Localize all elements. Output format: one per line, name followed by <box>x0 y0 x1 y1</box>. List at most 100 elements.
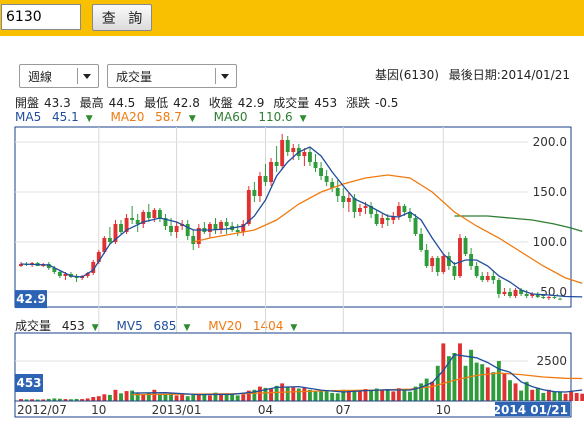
candlestick <box>74 274 79 282</box>
current-price-tag-label: 42.9 <box>16 292 46 306</box>
volume-legend: 成交量 453 ▼ MV5 685 ▼ MV20 1404 ▼ <box>15 317 311 334</box>
x-tick-label: 2012/07 <box>17 403 67 417</box>
volume-bar <box>174 395 179 401</box>
stock-code-input[interactable] <box>1 4 81 30</box>
volume-bar <box>119 393 123 401</box>
volume-bar <box>302 387 307 401</box>
volume-bar <box>213 392 218 401</box>
ma5-legend: MA5 45.1 ▼ <box>15 110 100 124</box>
volume-bar <box>396 388 401 401</box>
volume-bar <box>169 393 173 401</box>
volume-bar <box>96 396 101 401</box>
ma-legend: MA5 45.1 ▼ MA20 58.7 ▼ MA60 110.6 ▼ <box>15 110 321 124</box>
volume-bar <box>130 390 135 401</box>
down-triangle-icon: ▼ <box>290 323 298 333</box>
stat-high-value: 44.5 <box>108 96 136 110</box>
volume-bar <box>330 393 335 401</box>
candle-body <box>391 216 396 220</box>
candlestick <box>463 236 468 256</box>
candle-body <box>113 224 118 242</box>
volume-legend-item: 成交量 453 ▼ <box>15 319 106 333</box>
candle-body <box>346 198 351 202</box>
candle-body <box>430 258 435 266</box>
candle-body <box>519 290 524 294</box>
candle-body <box>135 220 140 224</box>
volume-label: 成交量 <box>15 319 52 333</box>
volume-bar <box>102 394 107 401</box>
volume-bar <box>41 399 46 401</box>
stat-change-label: 漲跌 <box>346 96 371 110</box>
mv20-label: MV20 <box>208 319 243 333</box>
x-axis-frame <box>14 400 572 418</box>
indicator-select[interactable]: 成交量 <box>107 64 237 88</box>
volume-bar <box>180 394 185 401</box>
volume-bar <box>391 391 396 401</box>
volume-bar <box>207 395 212 401</box>
volume-bar <box>308 389 312 401</box>
volume-bar <box>269 388 273 401</box>
candle-body <box>380 218 385 224</box>
volume-bar <box>191 394 196 401</box>
candlestick <box>191 230 196 250</box>
down-triangle-icon: ▼ <box>188 114 196 124</box>
stat-volume-value: 453 <box>314 96 338 110</box>
volume-ytick-label: 2500 <box>536 354 567 368</box>
volume-bar <box>346 390 351 401</box>
candlestick <box>441 254 446 274</box>
candlestick <box>102 236 107 254</box>
volume-bar <box>519 390 524 401</box>
stat-low-value: 42.8 <box>173 96 200 110</box>
candle-body <box>485 276 490 280</box>
candlestick <box>496 278 501 298</box>
query-button[interactable]: 查 詢 <box>92 4 152 31</box>
volume-bar <box>163 394 168 401</box>
volume-bar <box>341 389 346 401</box>
candle-body <box>224 222 229 226</box>
ma60-line <box>454 215 583 233</box>
candle-body <box>169 226 173 232</box>
volume-bar <box>563 393 568 401</box>
volume-bar <box>513 383 518 401</box>
candlestick <box>408 208 412 222</box>
ma60-label: MA60 <box>213 110 248 124</box>
volume-bar <box>46 398 51 401</box>
candlestick <box>246 186 251 226</box>
candlestick <box>163 214 168 230</box>
volume-bar <box>152 389 157 401</box>
volume-bar <box>146 392 151 401</box>
candle-body <box>458 238 462 276</box>
ma20-legend: MA20 58.7 ▼ <box>111 110 203 124</box>
volume-bar <box>69 399 73 401</box>
volume-bar <box>430 381 435 401</box>
ohlc-stats: 開盤 43.3 最高 44.5 最低 42.8 收盤 42.9 成交量 453 漲跌 -0.… <box>15 94 403 111</box>
candlestick <box>369 202 374 218</box>
candlestick <box>530 292 535 298</box>
stock-name-code: 基因(6130) <box>375 68 439 82</box>
candle-body <box>280 140 285 166</box>
volume-bar <box>508 380 512 401</box>
candlestick <box>374 210 379 226</box>
candle-body <box>207 224 212 232</box>
candlestick <box>552 296 557 299</box>
candle-body <box>213 224 218 230</box>
candlestick <box>435 256 440 276</box>
volume-bar <box>185 396 190 401</box>
current-price-tag <box>15 290 47 309</box>
candle-body <box>91 262 96 273</box>
volume-bar <box>257 386 262 401</box>
volume-bar <box>19 399 23 401</box>
candlestick <box>430 256 435 272</box>
candle-body <box>269 162 273 182</box>
volume-bar <box>219 394 223 401</box>
last-date-label: 最後日期: <box>448 68 501 82</box>
candlestick <box>219 220 223 234</box>
volume-bar <box>552 391 557 401</box>
volume-bar <box>463 365 468 401</box>
current-volume-tag-label: 453 <box>16 376 41 390</box>
current-date-tag-label: 2014 01/21 <box>493 403 568 417</box>
period-select[interactable]: 週線 <box>19 64 99 88</box>
candle-body <box>52 268 57 272</box>
volume-bar <box>324 391 329 401</box>
